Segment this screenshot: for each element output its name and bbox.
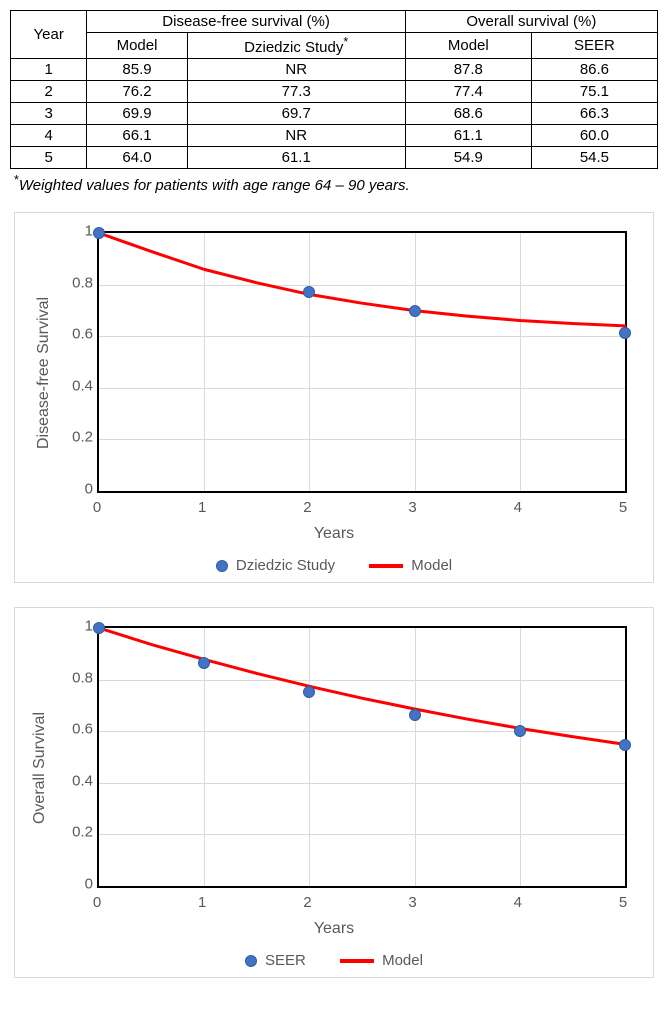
table-cell: 86.6 — [531, 59, 657, 81]
data-marker — [303, 686, 315, 698]
data-marker — [619, 739, 631, 751]
os-legend-marker-icon — [245, 955, 257, 967]
data-marker — [93, 622, 105, 634]
y-tick-label: 0.6 — [33, 326, 93, 343]
y-tick-label: 0.2 — [33, 429, 93, 446]
table-row: 369.969.768.666.3 — [11, 103, 658, 125]
os-legend-line-label: Model — [382, 952, 423, 969]
data-marker — [198, 657, 210, 669]
table-row: 564.061.154.954.5 — [11, 147, 658, 169]
x-tick-label: 0 — [77, 499, 117, 516]
table-cell: 68.6 — [405, 103, 531, 125]
dfs-legend-marker-label: Dziedzic Study — [236, 557, 335, 574]
os-legend-marker-label: SEER — [265, 952, 306, 969]
dfs-legend-line-label: Model — [411, 557, 452, 574]
table-cell: 60.0 — [531, 125, 657, 147]
table-row: 466.1NR61.160.0 — [11, 125, 658, 147]
y-tick-label: 0.6 — [33, 721, 93, 738]
model-line — [99, 628, 625, 886]
x-tick-label: 2 — [287, 499, 327, 516]
os-plot — [97, 626, 627, 888]
data-marker — [409, 709, 421, 721]
y-tick-label: 0.8 — [33, 669, 93, 686]
table-cell: 85.9 — [87, 59, 187, 81]
data-marker — [619, 327, 631, 339]
x-tick-label: 5 — [603, 894, 643, 911]
y-tick-label: 0.4 — [33, 377, 93, 394]
table-cell: 66.3 — [531, 103, 657, 125]
table-cell: 61.1 — [187, 147, 405, 169]
x-tick-label: 5 — [603, 499, 643, 516]
y-tick-label: 0.8 — [33, 274, 93, 291]
table-cell: 54.5 — [531, 147, 657, 169]
y-tick-label: 1 — [33, 223, 93, 240]
table-cell: 5 — [11, 147, 87, 169]
os-legend: SEER Model — [27, 952, 641, 969]
dfs-legend-marker-icon — [216, 560, 228, 572]
col-year: Year — [11, 11, 87, 59]
dfs-legend-line-icon — [369, 564, 403, 568]
x-tick-label: 4 — [498, 499, 538, 516]
col-group-os: Overall survival (%) — [405, 11, 657, 33]
x-tick-label: 1 — [182, 499, 222, 516]
table-cell: 2 — [11, 81, 87, 103]
survival-table: Year Disease-free survival (%) Overall s… — [10, 10, 658, 169]
model-line — [99, 233, 625, 491]
table-row: 276.277.377.475.1 — [11, 81, 658, 103]
table-cell: 69.7 — [187, 103, 405, 125]
table-cell: NR — [187, 59, 405, 81]
table-cell: 3 — [11, 103, 87, 125]
x-tick-label: 4 — [498, 894, 538, 911]
table-footnote: *Weighted values for patients with age r… — [14, 173, 662, 194]
table-cell: 75.1 — [531, 81, 657, 103]
col-os-ref: SEER — [531, 33, 657, 59]
table-cell: 1 — [11, 59, 87, 81]
y-tick-label: 0 — [33, 481, 93, 498]
table-cell: 64.0 — [87, 147, 187, 169]
data-marker — [303, 286, 315, 298]
table-cell: 69.9 — [87, 103, 187, 125]
data-marker — [409, 305, 421, 317]
table-cell: 76.2 — [87, 81, 187, 103]
col-os-model: Model — [405, 33, 531, 59]
dfs-y-title: Disease-free Survival — [35, 297, 53, 449]
col-dfs-model: Model — [87, 33, 187, 59]
dfs-x-title: Years — [27, 525, 641, 543]
chart-dfs: Disease-free Survival 0 1 2 3 4 5 0 0.2 0.4 0.6 0.… — [14, 212, 654, 583]
table-cell: 77.4 — [405, 81, 531, 103]
table-cell: 66.1 — [87, 125, 187, 147]
col-dfs-ref: Dziedzic Study* — [187, 33, 405, 59]
os-legend-line-icon — [340, 959, 374, 963]
x-tick-label: 3 — [393, 499, 433, 516]
table-cell: 87.8 — [405, 59, 531, 81]
os-x-title: Years — [27, 920, 641, 938]
chart-os: Overall Survival 01234500.20.40.60.81 Ye… — [14, 607, 654, 978]
table-cell: 61.1 — [405, 125, 531, 147]
table-cell: 54.9 — [405, 147, 531, 169]
dfs-plot — [97, 231, 627, 493]
col-group-dfs: Disease-free survival (%) — [87, 11, 405, 33]
x-tick-label: 1 — [182, 894, 222, 911]
dfs-legend: Dziedzic Study Model — [27, 557, 641, 574]
table-row: 185.9NR87.886.6 — [11, 59, 658, 81]
y-tick-label: 0.2 — [33, 824, 93, 841]
y-tick-label: 0.4 — [33, 772, 93, 789]
table-cell: 77.3 — [187, 81, 405, 103]
x-tick-label: 0 — [77, 894, 117, 911]
data-marker — [514, 725, 526, 737]
data-marker — [93, 227, 105, 239]
y-tick-label: 0 — [33, 876, 93, 893]
y-tick-label: 1 — [33, 618, 93, 635]
x-tick-label: 2 — [287, 894, 327, 911]
table-cell: NR — [187, 125, 405, 147]
table-cell: 4 — [11, 125, 87, 147]
x-tick-label: 3 — [393, 894, 433, 911]
